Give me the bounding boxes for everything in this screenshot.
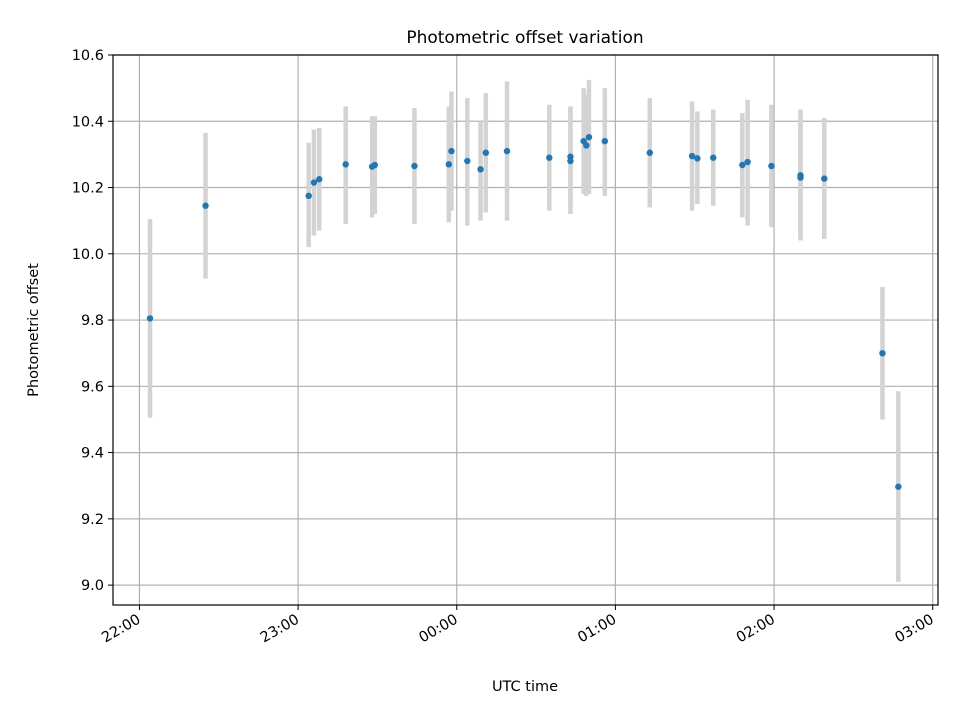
- data-point: [797, 174, 804, 181]
- y-axis-ticks: 9.0 9.2 9.4 9.6 9.8 10.0 10.2 10.4 10.6: [72, 48, 113, 594]
- data-point: [305, 192, 312, 200]
- data-point: [546, 154, 553, 161]
- x-tick-label: 00:00: [417, 612, 461, 647]
- data-point: [464, 157, 471, 165]
- data-point: [821, 175, 828, 182]
- data-point: [739, 161, 746, 169]
- x-tick-label: 01:00: [575, 612, 619, 647]
- x-tick-label: 02:00: [734, 612, 778, 647]
- data-point: [710, 154, 717, 161]
- data-point: [694, 155, 701, 162]
- x-tick-label: 23:00: [258, 612, 302, 647]
- data-point: [371, 161, 378, 169]
- x-axis-ticks: 22:00 23:00 00:00 01:00 02:00 03:00: [99, 605, 937, 647]
- x-axis-label: UTC time: [492, 679, 558, 695]
- data-point: [411, 162, 418, 170]
- y-axis-label: Photometric offset: [26, 263, 42, 397]
- data-point: [445, 161, 453, 168]
- y-tick-label: 9.2: [81, 512, 104, 528]
- data-point: [744, 158, 751, 166]
- data-point: [310, 179, 318, 186]
- data-point: [477, 166, 484, 173]
- data-point: [879, 349, 886, 357]
- data-points: [146, 133, 902, 490]
- data-point: [342, 161, 349, 168]
- plot-frame: [112, 54, 939, 606]
- data-point: [567, 157, 574, 165]
- data-point: [585, 133, 593, 141]
- data-point: [146, 315, 154, 322]
- grid: [113, 54, 938, 605]
- data-point: [768, 162, 775, 170]
- y-tick-label: 10.6: [72, 48, 104, 64]
- data-point: [202, 202, 209, 209]
- data-point: [482, 149, 490, 156]
- y-tick-label: 10.2: [72, 181, 104, 197]
- error-bars: [147, 79, 901, 582]
- data-point: [895, 483, 902, 490]
- data-point: [448, 147, 455, 155]
- data-point: [503, 147, 511, 155]
- y-tick-label: 10.4: [72, 114, 104, 130]
- y-tick-label: 10.0: [72, 247, 104, 263]
- y-tick-label: 9.8: [81, 313, 104, 329]
- data-point: [601, 137, 609, 145]
- y-tick-label: 9.0: [81, 578, 104, 594]
- data-point: [688, 152, 696, 160]
- y-tick-label: 9.4: [81, 446, 104, 462]
- x-tick-label: 03:00: [893, 612, 937, 647]
- chart-title: Photometric offset variation: [406, 28, 643, 48]
- y-tick-label: 9.6: [81, 379, 104, 395]
- data-point: [583, 142, 590, 149]
- x-tick-label: 22:00: [99, 612, 143, 647]
- data-point: [646, 149, 653, 156]
- data-point: [316, 176, 323, 183]
